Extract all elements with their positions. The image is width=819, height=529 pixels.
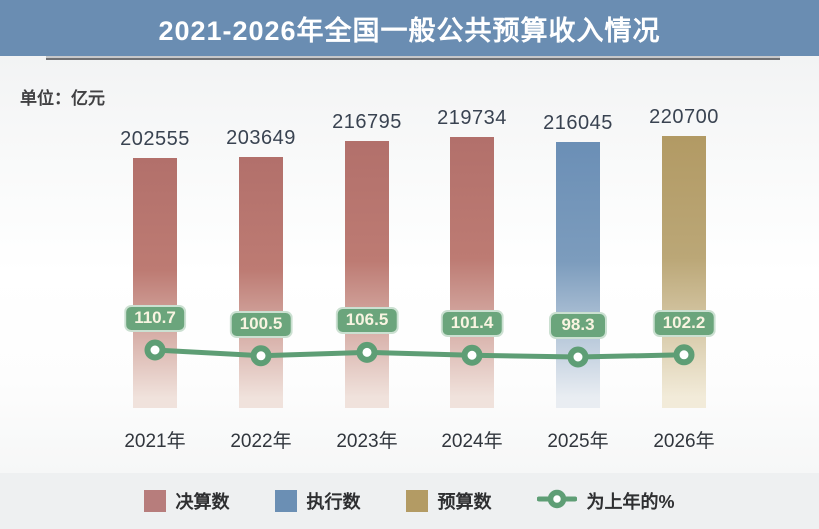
bar-2025年: [556, 141, 600, 408]
bar-value-2023年: 216795: [332, 110, 402, 133]
legend-swatch-icon: [144, 490, 167, 512]
bar-value-2025年: 216045: [543, 111, 613, 134]
year-label-2025年: 2025年: [547, 431, 609, 452]
x-axis-line: [46, 56, 780, 60]
legend-item-执行数: 执行数: [275, 488, 360, 514]
legend-label: 决算数: [175, 492, 230, 512]
year-label-2022年: 2022年: [230, 431, 292, 452]
bar-value-2022年: 203649: [226, 127, 296, 149]
pct-badge-2021年: 110.7: [124, 305, 186, 332]
bar-value-2026年: 220700: [649, 106, 719, 128]
bar-2026年: [662, 136, 706, 408]
legend-line-marker-icon: [536, 488, 578, 515]
year-label-2024年: 2024年: [441, 431, 503, 452]
bar-value-2021年: 202555: [120, 128, 190, 151]
legend-item-决算数: 决算数: [144, 488, 229, 514]
year-label-2023年: 2023年: [336, 431, 398, 452]
legend-swatch-icon: [406, 490, 429, 512]
legend-label: 为上年的%: [586, 492, 675, 512]
legend-label: 预算数: [437, 492, 492, 512]
pct-badge-2024年: 101.4: [440, 310, 504, 338]
legend-swatch-icon: [275, 490, 298, 512]
legend-item-为上年的%: 为上年的%: [536, 488, 675, 515]
bar-value-2024年: 219734: [437, 107, 507, 130]
chart-area: 单位：亿元 202555 2021年 203649 2022年 216795 2023年 2…: [0, 56, 819, 473]
pct-badge-2023年: 106.5: [335, 307, 399, 335]
bar-2023年: [345, 140, 389, 408]
bar-2022年: [239, 157, 283, 408]
pct-badge-2025年: 98.3: [549, 312, 607, 339]
chart-title: 2021-2026年全国一般公共预算收入情况: [158, 15, 661, 46]
legend-label: 执行数: [306, 492, 361, 512]
pct-badge-2022年: 100.5: [229, 310, 293, 338]
x-axis-shadow: [46, 56, 780, 58]
year-label-2021年: 2021年: [124, 431, 186, 452]
legend-item-预算数: 预算数: [406, 488, 491, 514]
title-bar: 2021-2026年全国一般公共预算收入情况: [0, 0, 819, 56]
year-label-2026年: 2026年: [653, 431, 715, 452]
unit-label: 单位：亿元: [20, 89, 105, 108]
bar-2021年: [133, 158, 177, 408]
legend: 决算数 执行数 预算数 为上年的%: [0, 473, 819, 529]
pct-badge-2026年: 102.2: [652, 309, 716, 337]
bar-2024年: [450, 137, 494, 408]
